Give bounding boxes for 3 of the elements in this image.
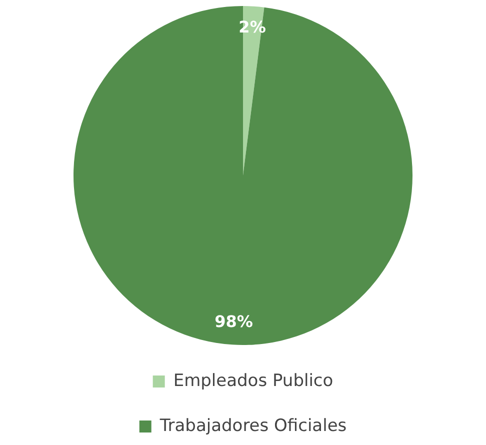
data-label: 98% — [214, 312, 253, 331]
legend-label: Trabajadores Oficiales — [158, 416, 347, 436]
legend-label: Empleados Publico — [173, 370, 334, 391]
